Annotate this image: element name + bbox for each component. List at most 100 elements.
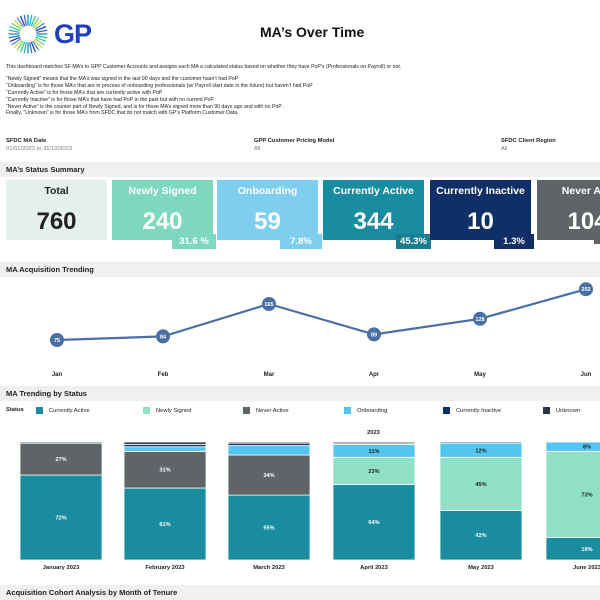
logo-ray [29, 42, 33, 54]
kpi-card[interactable]: Never Acti 104 [537, 180, 600, 240]
bar-segment[interactable] [332, 441, 416, 444]
filter-pricing-model[interactable]: GPP Customer Pricing Model All [254, 138, 334, 152]
x-tick-label: January 2023 [43, 565, 81, 571]
kpi-title: Never Acti [561, 185, 600, 197]
data-label: 75 [54, 338, 60, 344]
dashboard-description: This dashboard matches SF MA’s to GPP Cu… [6, 64, 596, 117]
data-point[interactable] [50, 333, 64, 347]
data-point[interactable] [473, 311, 487, 326]
data-point[interactable] [262, 297, 276, 311]
kpi-card[interactable]: Total 760 [6, 180, 107, 240]
bar-segment[interactable] [545, 441, 600, 452]
filter-value[interactable]: 01/01/2023 to 31/12/2023 [6, 146, 73, 152]
section-header-status-summary: MA’s Status Summary [0, 162, 600, 177]
bar-label: 12% [475, 448, 486, 454]
bar-segment[interactable] [19, 474, 103, 561]
legend-item[interactable]: Never Active [243, 407, 289, 414]
logo-ray [23, 42, 27, 54]
bar-label: 8% [583, 445, 591, 451]
x-tick-label: June 2023 [573, 565, 600, 571]
kpi-card[interactable]: Onboarding 59 [217, 180, 318, 240]
bar-segment[interactable] [332, 456, 416, 485]
logo-text: GP [54, 18, 92, 49]
logo-ray [20, 41, 26, 53]
logo-burst-icon [8, 14, 48, 54]
section-header-acquisition: MA Acquisition Trending [0, 262, 600, 277]
logo-ray [9, 36, 21, 42]
kpi-percentage-badge: 45.3% [396, 234, 431, 249]
legend-swatch [543, 407, 550, 414]
x-tick-label: Jun [581, 372, 592, 378]
bar-segment[interactable] [227, 445, 311, 456]
logo-ray [34, 38, 45, 46]
description-intro: This dashboard matches SF MA’s to GPP Cu… [6, 64, 402, 70]
logo-ray [29, 14, 33, 26]
filter-value[interactable]: All [501, 146, 508, 152]
bar-segment[interactable] [123, 487, 207, 561]
bar-label: 45% [475, 482, 486, 488]
x-tick-label: Apr [369, 372, 380, 378]
description-line: “Never Active” is the counter part of Ne… [6, 103, 285, 110]
logo-ray [35, 36, 47, 42]
kpi-value: 104 [567, 208, 600, 235]
bar-label: 11% [369, 449, 380, 455]
bar-segment[interactable] [227, 454, 311, 496]
kpi-percentage-badge: 31.6 % [172, 234, 216, 249]
filter-client-region[interactable]: SFDC Client Region All [501, 138, 556, 152]
bar-segment[interactable] [332, 484, 416, 561]
kpi-percentage-badge: 1.3% [494, 234, 534, 249]
legend-swatch [344, 407, 351, 414]
data-label: 128 [475, 317, 484, 323]
bar-label: 19% [581, 547, 592, 553]
x-tick-label: March 2023 [253, 565, 285, 571]
bar-segment[interactable] [19, 441, 103, 444]
bar-segment[interactable] [123, 441, 207, 445]
x-tick-label: Feb [158, 372, 169, 378]
legend-item[interactable]: Unknown [543, 407, 580, 414]
bar-segment[interactable] [123, 451, 207, 489]
bar-segment[interactable] [19, 442, 103, 476]
bar-label: 73% [581, 493, 592, 499]
bar-label: 31% [159, 468, 170, 474]
year-label: 2023 [367, 430, 380, 436]
data-point[interactable] [156, 329, 170, 344]
acquisition-line [56, 288, 587, 342]
logo-ray [11, 38, 22, 46]
bar-segment[interactable] [439, 441, 523, 444]
filter-label: GPP Customer Pricing Model [254, 138, 335, 144]
data-point[interactable] [579, 282, 593, 297]
bar-label: 34% [263, 473, 274, 479]
legend-item[interactable]: Newly Signed [143, 407, 191, 414]
filter-bar: SFDC MA Date 01/01/2023 to 31/12/2023 GP… [0, 138, 600, 158]
x-tick-label: February 2023 [145, 565, 185, 571]
logo-ray [35, 26, 47, 32]
bar-segment[interactable] [439, 456, 523, 511]
kpi-percentage-badge [594, 229, 600, 244]
gp-logo: GP [6, 12, 92, 56]
data-point[interactable] [367, 327, 381, 342]
kpi-card[interactable]: Currently Active 344 [323, 180, 424, 240]
status-legend: Status Currently Active Newly Signed Never… [0, 406, 600, 418]
header: GP MA’s Over Time [0, 0, 600, 62]
legend-label: Unknown [556, 407, 581, 414]
bar-segment[interactable] [439, 510, 523, 561]
x-tick-label: Mar [264, 372, 275, 378]
kpi-value: 240 [142, 208, 183, 235]
legend-item[interactable]: Currently Active [36, 407, 90, 414]
bar-segment[interactable] [227, 494, 311, 561]
legend-label: Currently Inactive [456, 407, 502, 414]
legend-item[interactable]: Onboarding [344, 407, 387, 414]
legend-label: Currently Active [49, 407, 90, 414]
description-line: “Currently Inactive” is for those MA’s t… [6, 96, 215, 103]
filter-ma-date[interactable]: SFDC MA Date 01/01/2023 to 31/12/2023 [6, 138, 72, 152]
bar-segment[interactable] [123, 446, 207, 452]
filter-value[interactable]: All [254, 146, 261, 152]
kpi-card[interactable]: Newly Signed 240 [112, 180, 213, 240]
kpi-card[interactable]: Currently Inactive 10 [430, 180, 531, 240]
kpi-title: Newly Signed [128, 185, 197, 197]
logo-ray [34, 22, 45, 30]
legend-item[interactable]: Currently Inactive [443, 407, 501, 414]
bar-segment[interactable] [227, 441, 311, 444]
legend-title: Status [6, 407, 24, 413]
bar-label: 42% [475, 533, 486, 539]
